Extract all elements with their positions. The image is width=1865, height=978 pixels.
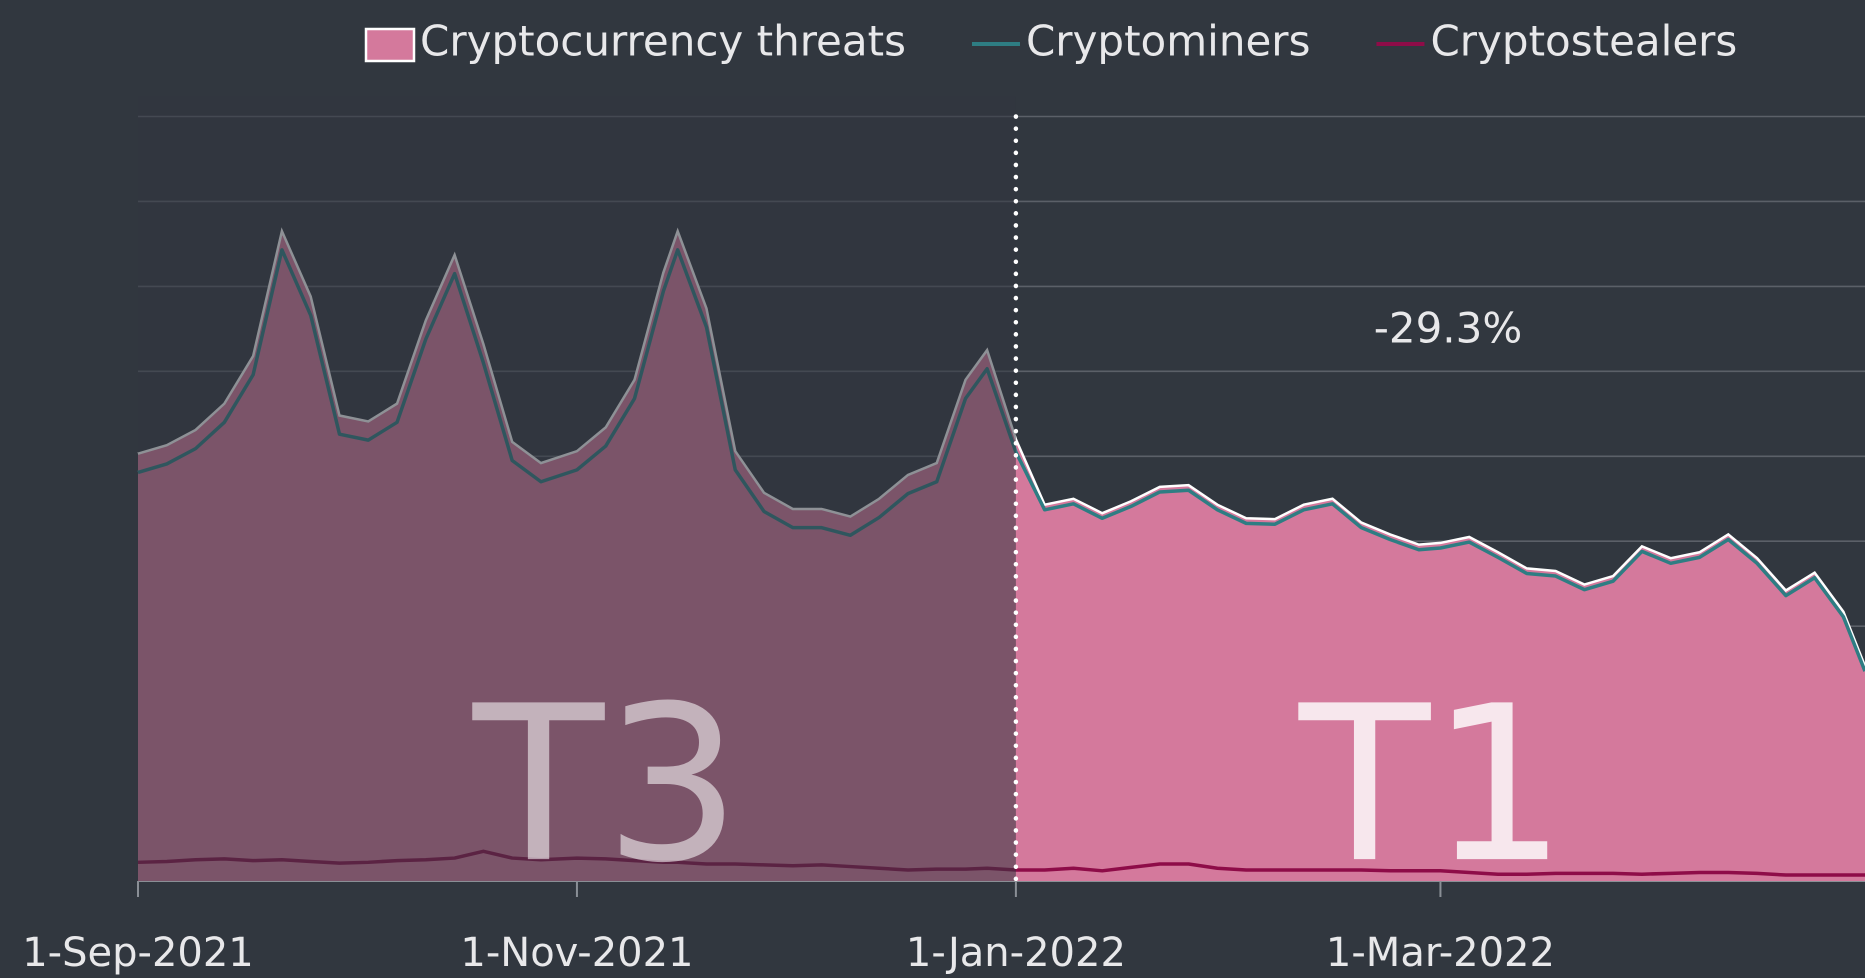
change-label: -29.3% <box>1374 304 1523 353</box>
t3-overlay <box>138 96 1016 881</box>
x-tick-label: 1-Mar-2022 <box>1326 930 1555 976</box>
x-tick-label: 1-Sep-2021 <box>22 930 254 976</box>
legend-label: Cryptocurrency threats <box>420 17 906 66</box>
x-tick-label: 1-Nov-2021 <box>460 930 693 976</box>
x-tick-label: 1-Jan-2022 <box>906 930 1126 976</box>
period-label: T1 <box>1298 659 1567 910</box>
legend-label: Cryptostealers <box>1430 17 1737 66</box>
period-label: T3 <box>472 659 741 910</box>
legend-swatch <box>364 27 416 63</box>
legend-label: Cryptominers <box>1026 17 1310 66</box>
